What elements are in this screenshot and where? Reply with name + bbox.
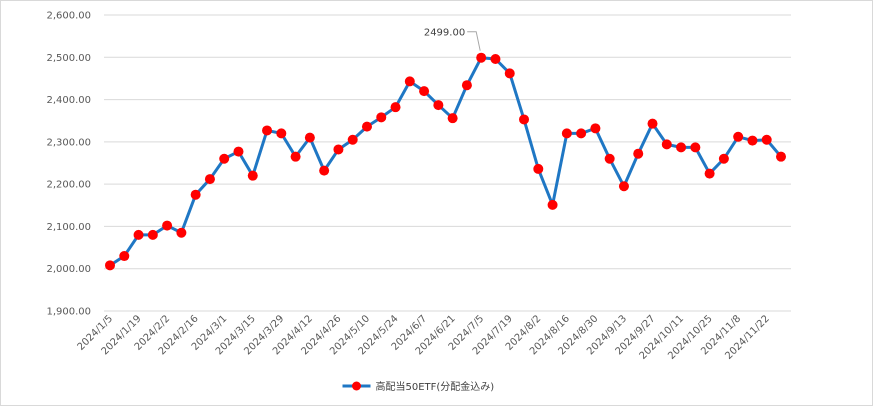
data-point <box>561 128 572 139</box>
data-point <box>376 112 387 123</box>
y-tick-label: 2,200.00 <box>46 180 91 191</box>
legend-marker-swatch <box>352 381 361 391</box>
data-point <box>162 220 173 231</box>
data-point <box>761 134 772 145</box>
data-point <box>319 165 330 176</box>
data-point <box>290 151 301 162</box>
data-point <box>461 80 472 91</box>
y-tick-label: 2,100.00 <box>46 222 91 233</box>
data-point <box>219 153 230 164</box>
data-point <box>576 128 587 139</box>
data-point <box>476 52 487 63</box>
y-tick-label: 1,900.00 <box>46 307 91 318</box>
y-tick-label: 2,400.00 <box>46 95 91 106</box>
legend: 高配当50ETF(分配金込み) <box>342 380 495 393</box>
data-point <box>704 168 715 179</box>
data-point <box>262 125 273 136</box>
data-point <box>190 189 201 200</box>
data-point <box>633 148 644 159</box>
data-point <box>147 229 158 240</box>
data-point <box>590 123 601 134</box>
data-point <box>747 135 758 146</box>
data-point <box>390 102 401 113</box>
annotation-leader-line <box>467 31 481 51</box>
data-point <box>419 86 430 97</box>
data-point <box>176 227 187 238</box>
annotation-layer: 2499.00 <box>424 28 481 51</box>
data-point <box>333 144 344 155</box>
data-point <box>233 146 244 157</box>
data-point <box>547 199 558 210</box>
series-line <box>109 56 783 267</box>
series-layer <box>105 52 786 271</box>
y-tick-label: 2,000.00 <box>46 264 91 275</box>
data-point <box>119 251 130 262</box>
data-point <box>404 76 415 87</box>
data-point <box>447 113 458 124</box>
data-point <box>776 151 786 162</box>
data-point <box>533 163 544 174</box>
legend-label: 高配当50ETF(分配金込み) <box>376 380 495 393</box>
y-tick-label: 2,500.00 <box>46 53 91 64</box>
data-point <box>304 132 315 143</box>
gridlines <box>104 14 791 312</box>
data-label: 2499.00 <box>424 28 465 39</box>
data-point <box>676 142 687 153</box>
data-point <box>661 139 672 150</box>
data-point <box>433 100 444 111</box>
x-axis: 2024/1/52024/1/192024/2/22024/2/162024/3… <box>76 313 772 362</box>
y-tick-label: 2,300.00 <box>46 137 91 148</box>
data-point <box>733 131 744 142</box>
data-point <box>504 68 515 79</box>
data-point <box>647 118 658 129</box>
data-point <box>347 134 358 145</box>
data-point <box>247 170 258 181</box>
data-point <box>276 128 287 139</box>
data-point <box>490 53 501 64</box>
data-point <box>690 142 701 153</box>
data-point <box>105 260 115 271</box>
y-tick-label: 2,600.00 <box>46 11 91 22</box>
data-point <box>361 121 372 132</box>
data-point <box>133 229 144 240</box>
data-point <box>519 114 530 125</box>
data-point <box>204 174 215 185</box>
data-point <box>604 153 615 164</box>
data-point <box>618 181 629 192</box>
y-axis: 1,900.00 2,000.00 2,100.00 2,200.00 2,300.00… <box>46 11 91 318</box>
data-point <box>718 153 729 164</box>
